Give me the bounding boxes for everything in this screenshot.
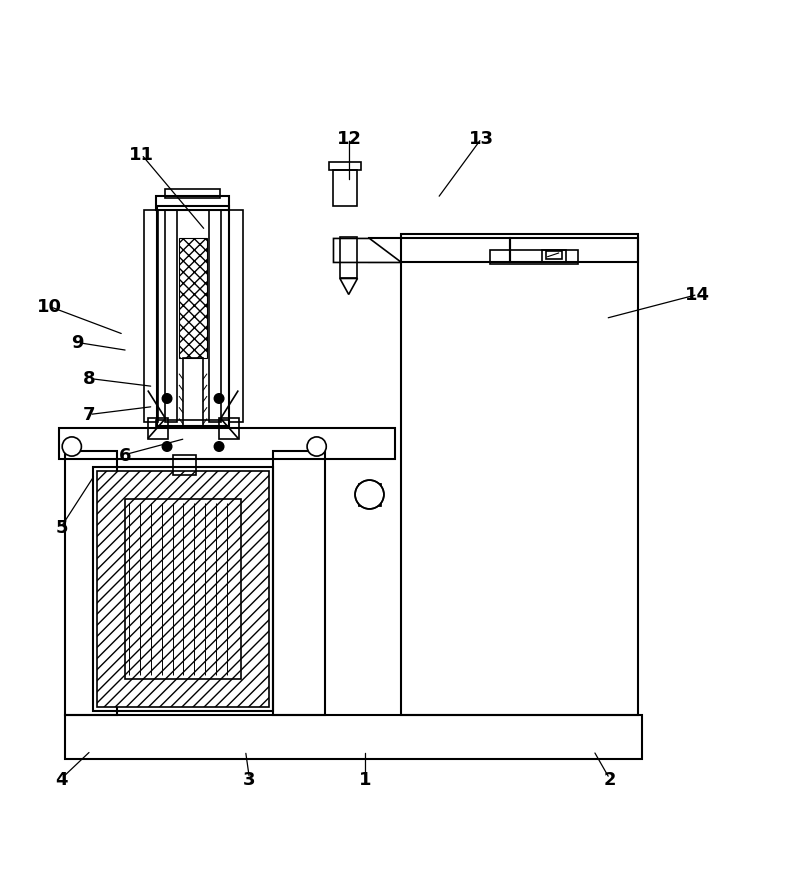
Bar (156, 421, 229, 428)
Bar (59, 428, 395, 459)
Text: 4: 4 (55, 770, 67, 788)
Bar (401, 235, 637, 715)
Bar (273, 451, 325, 715)
Circle shape (214, 394, 224, 404)
Bar (369, 239, 509, 263)
Bar (148, 419, 168, 439)
Polygon shape (339, 279, 357, 295)
Bar (65, 451, 117, 715)
Text: 10: 10 (37, 299, 62, 316)
Bar (65, 715, 641, 759)
Bar (489, 250, 577, 265)
Text: 7: 7 (83, 406, 95, 424)
Bar (358, 484, 380, 506)
Circle shape (306, 437, 326, 457)
Circle shape (62, 437, 81, 457)
Circle shape (162, 443, 172, 452)
Text: 1: 1 (358, 770, 371, 788)
Bar (144, 212, 158, 423)
Bar (541, 251, 565, 263)
Text: 11: 11 (129, 147, 154, 164)
Bar (333, 171, 357, 207)
Polygon shape (333, 239, 401, 263)
Circle shape (214, 443, 224, 452)
Text: 5: 5 (55, 518, 67, 536)
Bar (183, 359, 203, 427)
Bar (329, 163, 361, 171)
Text: 13: 13 (468, 130, 493, 148)
Bar (173, 455, 196, 475)
Bar (209, 212, 221, 423)
Bar (156, 197, 229, 212)
Bar (509, 239, 637, 263)
Text: 14: 14 (684, 286, 709, 304)
Bar (545, 252, 561, 260)
Bar (97, 471, 269, 707)
Text: 8: 8 (83, 370, 95, 388)
Bar (179, 239, 207, 359)
Bar (165, 212, 177, 423)
Text: 2: 2 (602, 770, 615, 788)
Bar (157, 207, 229, 427)
Text: 6: 6 (119, 446, 132, 464)
Bar (165, 190, 220, 199)
Text: 12: 12 (337, 130, 362, 148)
Circle shape (162, 394, 172, 404)
Bar (229, 212, 243, 423)
Circle shape (354, 480, 383, 509)
Bar (125, 499, 241, 679)
Bar (93, 467, 273, 711)
Bar (219, 419, 239, 439)
Bar (339, 238, 357, 279)
Text: 9: 9 (71, 335, 83, 352)
Text: 3: 3 (243, 770, 255, 788)
